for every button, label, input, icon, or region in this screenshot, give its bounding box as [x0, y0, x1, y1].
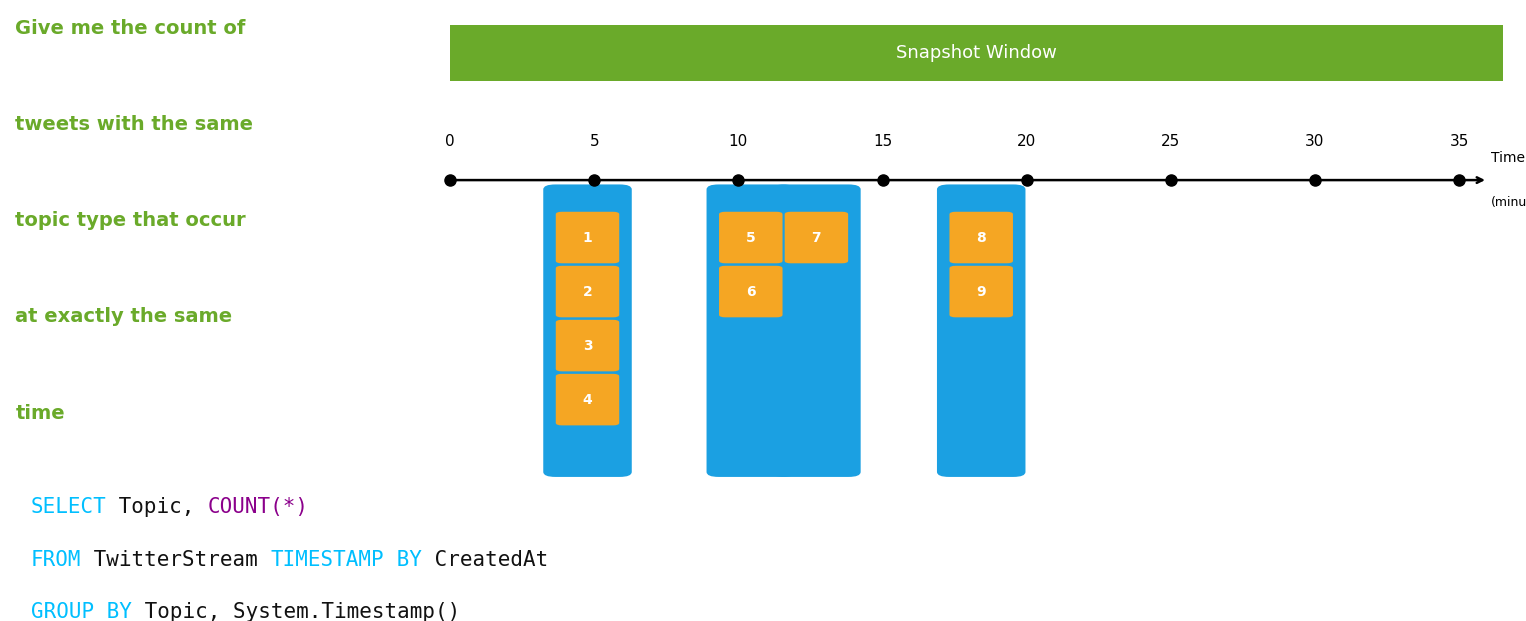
FancyBboxPatch shape — [949, 212, 1013, 263]
Text: 35: 35 — [1450, 134, 1468, 149]
Text: topic type that occur: topic type that occur — [15, 211, 246, 230]
FancyBboxPatch shape — [543, 184, 632, 477]
Text: 6: 6 — [746, 284, 755, 299]
FancyBboxPatch shape — [784, 212, 848, 263]
Text: 4: 4 — [583, 392, 592, 407]
Text: 0: 0 — [446, 134, 455, 149]
Text: BY: BY — [385, 550, 421, 569]
Text: 3: 3 — [583, 338, 592, 353]
Text: FROM: FROM — [31, 550, 81, 569]
Text: Give me the count of: Give me the count of — [15, 19, 246, 38]
Text: 30: 30 — [1305, 134, 1325, 149]
Text: TIMESTAMP: TIMESTAMP — [270, 550, 385, 569]
Text: 10: 10 — [729, 134, 748, 149]
FancyBboxPatch shape — [772, 184, 861, 477]
Text: Topic,: Topic, — [107, 497, 208, 517]
Text: CreatedAt: CreatedAt — [421, 550, 548, 569]
FancyBboxPatch shape — [719, 212, 783, 263]
FancyBboxPatch shape — [555, 374, 620, 425]
Text: 7: 7 — [812, 230, 821, 245]
Text: (minute): (minute) — [1491, 196, 1526, 209]
Text: 8: 8 — [977, 230, 986, 245]
Text: tweets with the same: tweets with the same — [15, 115, 253, 134]
Text: 1: 1 — [583, 230, 592, 245]
Text: Snapshot Window: Snapshot Window — [896, 44, 1058, 61]
Text: GROUP: GROUP — [31, 602, 93, 621]
Text: 15: 15 — [873, 134, 893, 149]
Text: SELECT: SELECT — [31, 497, 107, 517]
Text: 20: 20 — [1016, 134, 1036, 149]
FancyBboxPatch shape — [555, 212, 620, 263]
Text: 5: 5 — [746, 230, 755, 245]
Text: 2: 2 — [583, 284, 592, 299]
Text: time: time — [15, 404, 66, 423]
Text: TwitterStream: TwitterStream — [81, 550, 270, 569]
Text: 5: 5 — [589, 134, 600, 149]
Text: 9: 9 — [977, 284, 986, 299]
Text: COUNT(*): COUNT(*) — [208, 497, 308, 517]
FancyBboxPatch shape — [719, 266, 783, 317]
FancyBboxPatch shape — [937, 184, 1025, 477]
FancyBboxPatch shape — [707, 184, 795, 477]
FancyBboxPatch shape — [450, 25, 1503, 81]
FancyBboxPatch shape — [949, 266, 1013, 317]
FancyBboxPatch shape — [555, 320, 620, 371]
Text: Topic, System.Timestamp(): Topic, System.Timestamp() — [131, 602, 459, 621]
Text: at exactly the same: at exactly the same — [15, 307, 232, 327]
Text: 25: 25 — [1161, 134, 1181, 149]
Text: Time: Time — [1491, 150, 1524, 165]
Text: BY: BY — [93, 602, 131, 621]
FancyBboxPatch shape — [555, 266, 620, 317]
